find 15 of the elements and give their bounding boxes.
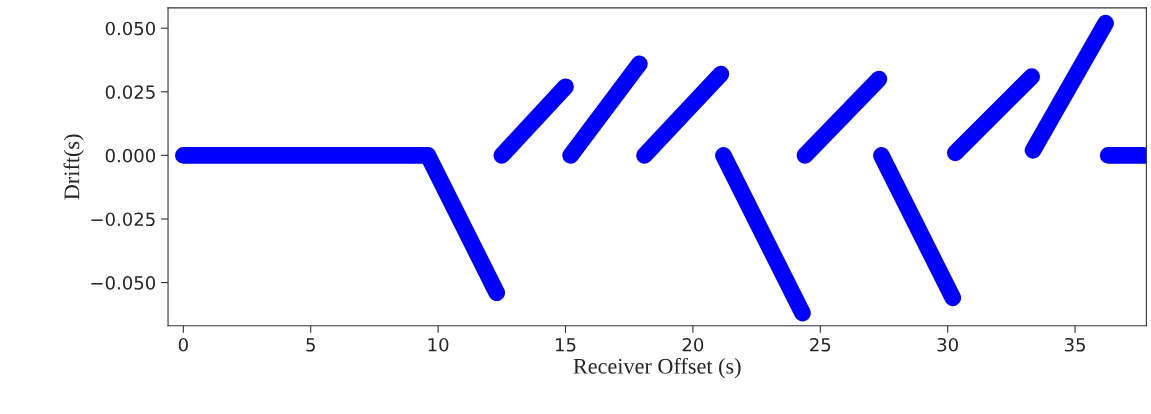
y-tick-label: 0.025 — [105, 85, 155, 99]
x-tick-label: 0 — [178, 337, 188, 352]
x-tick-label: 20 — [682, 337, 704, 352]
x-tick-label: 25 — [810, 337, 831, 352]
y-tick-label: −0.025 — [91, 212, 155, 227]
x-tick-label: 30 — [937, 337, 958, 352]
x-tick-label: 15 — [556, 338, 576, 352]
x-axis-title: Receiver Offset (s) — [573, 357, 741, 379]
y-tick-label: 0.050 — [105, 21, 156, 36]
x-tick-label: 5 — [306, 338, 315, 352]
y-tick-label: 0.000 — [105, 148, 156, 163]
y-axis-title: Drift(s) — [63, 134, 84, 200]
x-tick-label: 35 — [1064, 337, 1085, 352]
x-tick-label: 10 — [428, 337, 449, 352]
y-tick-label: −0.050 — [91, 276, 156, 290]
